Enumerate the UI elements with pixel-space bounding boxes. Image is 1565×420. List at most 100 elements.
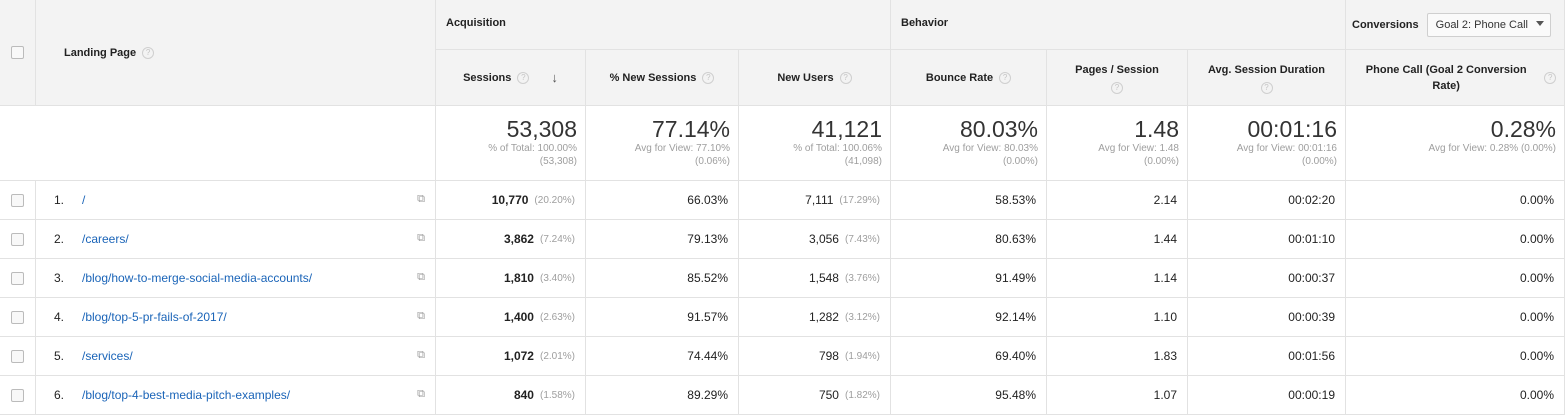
open-page-icon[interactable]: ⧉ <box>417 388 425 400</box>
row-checkbox[interactable] <box>11 232 24 246</box>
pages-session-cell: 1.14 <box>1047 259 1188 298</box>
total-pages-session: 1.48 Avg for View: 1.48 (0.00%) <box>1047 106 1188 181</box>
total-new-users: 41,121 % of Total: 100.06% (41,098) <box>739 106 891 181</box>
total-subtext: (0.00%) <box>1301 156 1337 167</box>
column-header-label: Phone Call (Goal 2 Conversion Rate) <box>1365 63 1527 92</box>
pct-new-sessions-cell: 89.29% <box>586 376 739 415</box>
new-users-value: 798 <box>818 349 839 363</box>
sessions-cell: 3,862 (7.24%) <box>436 220 586 259</box>
new-users-percent: (7.43%) <box>844 233 880 245</box>
help-icon[interactable]: ? <box>1111 81 1123 94</box>
total-subtext: (41,098) <box>844 156 882 167</box>
sessions-value: 1,400 <box>503 310 534 324</box>
new-users-percent: (3.12%) <box>844 311 880 323</box>
row-checkbox[interactable] <box>11 349 24 363</box>
row-checkbox[interactable] <box>11 271 24 285</box>
sessions-cell: 10,770 (20.20%) <box>436 181 586 220</box>
column-header-label: Bounce Rate <box>925 71 994 84</box>
help-icon[interactable]: ? <box>1260 81 1273 94</box>
column-header-label: Sessions <box>463 71 512 84</box>
pct-new-sessions-cell: 91.57% <box>586 298 739 337</box>
bounce-rate-cell: 80.63% <box>891 220 1047 259</box>
open-page-icon[interactable]: ⧉ <box>417 310 425 322</box>
phone-call-cell: 0.00% <box>1346 181 1565 220</box>
total-value: 77.14% <box>651 116 730 142</box>
landing-page-header[interactable]: Landing Page ? <box>36 0 436 106</box>
help-icon[interactable]: ? <box>999 71 1012 84</box>
landing-page-link[interactable]: /blog/top-4-best-media-pitch-examples/ <box>82 388 291 402</box>
sessions-percent: (2.01%) <box>539 350 575 362</box>
pct-new-sessions-cell: 79.13% <box>586 220 739 259</box>
pct-new-sessions-cell: 74.44% <box>586 337 739 376</box>
sessions-percent: (1.58%) <box>539 389 575 401</box>
total-subtext: Avg for View: 0.28% (0.00%) <box>1428 143 1556 154</box>
column-header-label: Avg. Session Duration <box>1208 63 1325 76</box>
total-pct-new-sessions: 77.14% Avg for View: 77.10% (0.06%) <box>586 106 739 181</box>
row-index: 1. <box>54 193 65 207</box>
bounce-rate-cell: 95.48% <box>891 376 1047 415</box>
open-page-icon[interactable]: ⧉ <box>417 349 425 361</box>
total-phone-call: 0.28% Avg for View: 0.28% (0.00%) <box>1346 106 1565 181</box>
landing-page-cell: 6. /blog/top-4-best-media-pitch-examples… <box>36 376 436 415</box>
landing-page-link[interactable]: /blog/top-5-pr-fails-of-2017/ <box>82 310 227 324</box>
open-page-icon[interactable]: ⧉ <box>417 232 425 244</box>
sessions-cell: 1,400 (2.63%) <box>436 298 586 337</box>
total-subtext: % of Total: 100.00% <box>488 143 577 154</box>
help-icon[interactable]: ? <box>1544 71 1556 84</box>
sort-descending-icon[interactable]: ↓ <box>551 69 558 85</box>
select-all-checkbox[interactable] <box>11 46 24 59</box>
behavior-group-header: Behavior <box>891 0 1346 50</box>
new-users-cell: 7,111 (17.29%) <box>739 181 891 220</box>
new-users-value: 3,056 <box>808 232 839 246</box>
row-checkbox-cell <box>0 376 36 415</box>
help-icon[interactable]: ? <box>839 71 852 84</box>
column-header-new-users[interactable]: New Users ? <box>739 50 891 106</box>
pct-new-sessions-cell: 85.52% <box>586 259 739 298</box>
total-value: 53,308 <box>506 116 577 142</box>
row-checkbox-cell <box>0 337 36 376</box>
new-users-cell: 750 (1.82%) <box>739 376 891 415</box>
new-users-cell: 798 (1.94%) <box>739 337 891 376</box>
column-header-pages-session[interactable]: Pages / Session ? <box>1047 50 1188 106</box>
sessions-percent: (2.63%) <box>539 311 575 323</box>
landing-page-link[interactable]: / <box>82 193 86 207</box>
total-value: 0.28% <box>1490 116 1556 142</box>
row-checkbox[interactable] <box>11 310 24 324</box>
new-users-value: 7,111 <box>805 193 834 207</box>
goal-select-value: Goal 2: Phone Call <box>1435 18 1528 31</box>
pages-session-cell: 2.14 <box>1047 181 1188 220</box>
total-bounce-rate: 80.03% Avg for View: 80.03% (0.00%) <box>891 106 1047 181</box>
landing-page-cell: 3. /blog/how-to-merge-social-media-accou… <box>36 259 436 298</box>
sessions-value: 840 <box>513 388 534 402</box>
row-checkbox-cell <box>0 298 36 337</box>
column-header-bounce-rate[interactable]: Bounce Rate ? <box>891 50 1047 106</box>
total-sessions: 53,308 % of Total: 100.00% (53,308) <box>436 106 586 181</box>
help-icon[interactable]: ? <box>702 71 715 84</box>
avg-duration-cell: 00:01:10 <box>1188 220 1346 259</box>
column-header-phone-call[interactable]: Phone Call (Goal 2 Conversion Rate) ? <box>1346 50 1565 106</box>
column-header-avg-session-duration[interactable]: Avg. Session Duration ? <box>1188 50 1346 106</box>
total-subtext: (0.06%) <box>694 156 730 167</box>
column-header-sessions[interactable]: Sessions ? ↓ <box>436 50 586 106</box>
landing-page-link[interactable]: /blog/how-to-merge-social-media-accounts… <box>82 271 313 285</box>
row-checkbox[interactable] <box>11 388 24 402</box>
avg-duration-cell: 00:00:39 <box>1188 298 1346 337</box>
open-page-icon[interactable]: ⧉ <box>417 193 425 205</box>
new-users-cell: 1,548 (3.76%) <box>739 259 891 298</box>
avg-duration-cell: 00:02:20 <box>1188 181 1346 220</box>
landing-page-link[interactable]: /careers/ <box>82 232 129 246</box>
caret-down-icon <box>1535 20 1544 26</box>
help-icon[interactable]: ? <box>517 71 530 84</box>
help-icon[interactable]: ? <box>142 46 155 59</box>
goal-select[interactable]: Goal 2: Phone Call <box>1426 12 1551 37</box>
total-value: 1.48 <box>1134 116 1179 142</box>
row-checkbox[interactable] <box>11 193 24 207</box>
bounce-rate-cell: 69.40% <box>891 337 1047 376</box>
pages-session-cell: 1.10 <box>1047 298 1188 337</box>
column-header-label: Pages / Session <box>1075 63 1159 76</box>
open-page-icon[interactable]: ⧉ <box>417 271 425 283</box>
column-header-pct-new-sessions[interactable]: % New Sessions ? <box>586 50 739 106</box>
landing-page-link[interactable]: /services/ <box>82 349 133 363</box>
row-index: 2. <box>54 232 65 246</box>
